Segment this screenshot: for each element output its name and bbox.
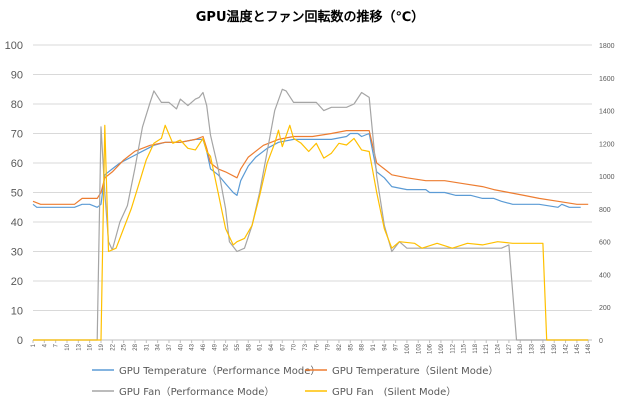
y2-tick-label: 1400 [599, 109, 615, 116]
x-tick-label: 1 [31, 343, 37, 347]
y2-tick-label: 400 [599, 272, 611, 279]
x-tick-label: 124 [496, 343, 502, 354]
y-tick-label: 50 [11, 188, 23, 200]
x-tick-label: 136 [541, 343, 547, 354]
y2-tick-label: 200 [599, 305, 611, 312]
x-tick-label: 70 [292, 343, 298, 350]
y-tick-label: 80 [11, 99, 23, 111]
series-line-3 [33, 124, 589, 341]
grid-layer [33, 44, 592, 341]
x-tick-label: 73 [303, 343, 309, 350]
y-tick-label: 10 [11, 306, 23, 318]
y2-tick-label: 1200 [599, 141, 615, 148]
x-tick-label: 142 [564, 343, 570, 354]
x-tick-label: 4 [42, 343, 48, 347]
x-tick-label: 55 [235, 343, 241, 350]
series-line-2 [33, 88, 589, 341]
x-tick-label: 97 [394, 343, 400, 350]
x-tick-label: 7 [54, 343, 60, 347]
x-tick-label: 121 [484, 343, 490, 354]
x-tick-label: 82 [337, 343, 343, 350]
x-tick-label: 28 [133, 343, 139, 350]
y-tick-label: 20 [11, 276, 23, 288]
y-tick-label: 70 [11, 129, 23, 141]
y-tick-label: 90 [11, 70, 23, 82]
x-tick-label: 31 [144, 343, 150, 350]
x-tick-label: 85 [348, 343, 354, 350]
x-tick-label: 94 [382, 343, 388, 350]
series-layer [32, 88, 589, 341]
x-tick-label: 130 [518, 343, 524, 354]
x-tick-label: 67 [280, 343, 286, 350]
x-tick-label: 115 [462, 343, 468, 353]
x-tick-label: 106 [428, 343, 434, 354]
x-tick-label: 79 [326, 343, 332, 350]
legend-label: GPU Fan（Performance Mode） [119, 386, 274, 398]
x-tick-label: 16 [88, 343, 94, 350]
legend-label: GPU Fan (Silent Mode） [332, 386, 456, 398]
x-tick-label: 43 [190, 343, 196, 350]
legend: GPU Temperature（Performance Mode） GPU Tem… [92, 365, 498, 398]
y-tick-label: 40 [11, 217, 23, 229]
x-tick-label: 91 [371, 343, 377, 350]
x-tick-label: 103 [416, 343, 422, 354]
chart-title: GPU温度とファン回転数の推移（℃） [196, 9, 425, 25]
y2-tick-label: 1600 [599, 76, 615, 83]
axis-layer: 0102030405060708090100020040060080010001… [5, 40, 615, 354]
legend-label: GPU Temperature（Performance Mode） [119, 365, 320, 377]
x-tick-label: 148 [586, 343, 592, 354]
x-tick-label: 64 [269, 343, 275, 350]
x-tick-label: 25 [122, 343, 128, 350]
x-tick-label: 34 [156, 343, 162, 350]
x-tick-label: 127 [507, 343, 513, 354]
y-tick-label: 30 [11, 247, 23, 259]
x-tick-label: 37 [167, 343, 173, 350]
y2-tick-label: 1000 [599, 174, 615, 181]
x-tick-label: 13 [76, 343, 82, 350]
x-tick-label: 19 [99, 343, 105, 350]
x-tick-label: 40 [178, 343, 184, 350]
x-tick-label: 61 [258, 343, 264, 350]
legend-item: GPU Fan（Performance Mode） [92, 386, 274, 398]
series-line-0 [32, 132, 581, 208]
x-tick-label: 133 [530, 343, 536, 354]
y2-tick-label: 1800 [599, 43, 615, 50]
x-tick-label: 76 [314, 343, 320, 350]
x-tick-label: 88 [360, 343, 366, 350]
x-tick-label: 100 [405, 343, 411, 354]
legend-item: GPU Fan (Silent Mode） [305, 386, 456, 398]
x-tick-label: 139 [552, 343, 558, 354]
x-tick-label: 22 [110, 343, 116, 350]
legend-item: GPU Temperature（Performance Mode） [92, 365, 320, 377]
x-tick-label: 52 [224, 343, 230, 350]
y-tick-label: 100 [5, 40, 23, 52]
y2-tick-label: 600 [599, 240, 611, 247]
legend-label: GPU Temperature（Silent Mode） [332, 365, 498, 377]
x-tick-label: 109 [439, 343, 445, 354]
x-tick-label: 46 [201, 343, 207, 350]
x-tick-label: 58 [246, 343, 252, 350]
x-tick-label: 145 [575, 343, 581, 354]
legend-item: GPU Temperature（Silent Mode） [305, 365, 498, 377]
x-tick-label: 118 [473, 343, 479, 353]
x-tick-label: 10 [65, 343, 71, 350]
series-line-1 [32, 130, 589, 205]
y2-tick-label: 0 [599, 338, 603, 345]
y-tick-label: 0 [17, 335, 23, 347]
y2-tick-label: 800 [599, 207, 611, 214]
x-tick-label: 112 [450, 343, 456, 353]
x-tick-label: 49 [212, 343, 218, 350]
y-tick-label: 60 [11, 158, 23, 170]
